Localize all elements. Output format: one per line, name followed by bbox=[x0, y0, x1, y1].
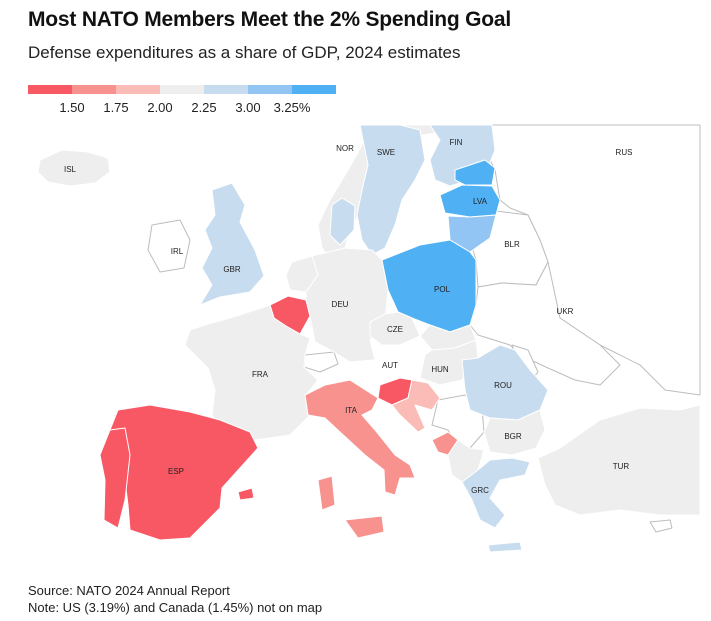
legend-tick-2-00: 2.00 bbox=[147, 100, 173, 115]
region-denmark bbox=[329, 197, 356, 246]
europe-choropleth-map: ISL NOR SWE FIN RUS IRL GBR LVA BLR DEU … bbox=[0, 120, 711, 580]
legend-tick-2-25: 2.25 bbox=[191, 100, 217, 115]
label-deu: DEU bbox=[332, 300, 349, 309]
region-crete bbox=[487, 541, 523, 553]
label-bgr: BGR bbox=[504, 432, 522, 441]
region-italy bbox=[304, 379, 416, 496]
region-austria bbox=[349, 344, 426, 378]
region-latvia bbox=[439, 184, 501, 218]
region-balearic-islands bbox=[237, 487, 255, 501]
label-blr: BLR bbox=[504, 240, 520, 249]
region-greece bbox=[461, 457, 531, 529]
region-romania bbox=[461, 344, 549, 421]
label-nor: NOR bbox=[336, 144, 354, 153]
label-hun: HUN bbox=[431, 365, 449, 374]
label-lva: LVA bbox=[473, 197, 488, 206]
region-iceland bbox=[37, 149, 111, 187]
region-ukraine bbox=[469, 261, 621, 386]
region-bulgaria bbox=[483, 409, 546, 456]
label-gbr: GBR bbox=[223, 265, 241, 274]
label-swe: SWE bbox=[377, 148, 395, 157]
label-ita: ITA bbox=[345, 406, 358, 415]
region-sweden bbox=[356, 124, 426, 256]
region-switzerland bbox=[303, 351, 339, 373]
region-portugal bbox=[99, 427, 131, 529]
label-fin: FIN bbox=[450, 138, 463, 147]
label-cze: CZE bbox=[387, 325, 403, 334]
legend-tick-1-75: 1.75 bbox=[103, 100, 129, 115]
legend-swatch-2-25-3-00 bbox=[204, 85, 248, 94]
region-croatia bbox=[391, 379, 441, 433]
source-note: Source: NATO 2024 Annual Report bbox=[28, 583, 230, 598]
chart-subtitle: Defense expenditures as a share of GDP, … bbox=[28, 43, 461, 62]
label-isl: ISL bbox=[64, 165, 77, 174]
region-estonia bbox=[454, 159, 496, 186]
label-tur: TUR bbox=[613, 462, 630, 471]
legend-tick-3-25: 3.25% bbox=[273, 100, 311, 115]
region-ireland bbox=[147, 219, 191, 273]
legend-swatch-3-00-3-25 bbox=[248, 85, 292, 94]
legend-swatch-1-50-1-75 bbox=[72, 85, 116, 94]
label-rou: ROU bbox=[494, 381, 512, 390]
label-pol: POL bbox=[434, 285, 451, 294]
region-albania-macedonia bbox=[447, 439, 485, 483]
label-ukr: UKR bbox=[557, 307, 574, 316]
footnote: Note: US (3.19%) and Canada (1.45%) not … bbox=[28, 600, 323, 615]
region-sardinia bbox=[317, 475, 336, 511]
legend-swatch-above-3-25 bbox=[292, 85, 336, 94]
legend-swatch-1-75-2-00 bbox=[116, 85, 160, 94]
legend-swatch-2-00-2-25 bbox=[160, 85, 204, 94]
label-rus: RUS bbox=[616, 148, 633, 157]
color-legend: 1.50 1.75 2.00 2.25 3.00 3.25% bbox=[28, 85, 338, 119]
chart-title: Most NATO Members Meet the 2% Spending G… bbox=[28, 8, 512, 31]
label-irl: IRL bbox=[171, 247, 184, 256]
label-esp: ESP bbox=[168, 467, 184, 476]
region-united-kingdom bbox=[199, 182, 265, 306]
region-cyprus bbox=[649, 519, 673, 533]
legend-tick-1-50: 1.50 bbox=[59, 100, 85, 115]
legend-tick-3-00: 3.00 bbox=[235, 100, 261, 115]
label-fra: FRA bbox=[252, 370, 269, 379]
region-sicily bbox=[344, 515, 385, 539]
legend-swatch-below-1-50 bbox=[28, 85, 72, 94]
label-grc: GRC bbox=[471, 486, 489, 495]
region-turkey bbox=[537, 404, 701, 516]
label-aut: AUT bbox=[382, 361, 398, 370]
